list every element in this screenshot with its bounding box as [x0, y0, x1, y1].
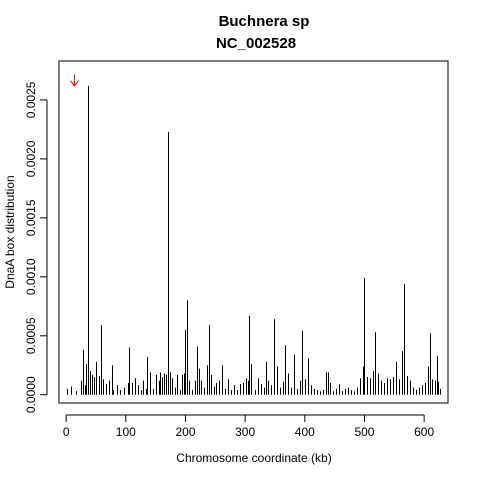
- x-tick-label: 300: [235, 425, 255, 439]
- y-tick-label: 0.0015: [24, 199, 38, 236]
- y-tick-label: 0.0020: [24, 140, 38, 177]
- y-tick-label: 0.0025: [24, 81, 38, 118]
- chart-title: Buchnera sp: [219, 13, 310, 30]
- y-tick-label: 0.0000: [24, 376, 38, 413]
- y-tick-label: 0.0010: [24, 258, 38, 295]
- x-tick-label: 0: [63, 425, 70, 439]
- x-tick-label: 200: [175, 425, 195, 439]
- x-axis: 0 100 200 300 400 500 600: [63, 414, 434, 439]
- y-tick-label: 0.0005: [24, 317, 38, 354]
- chart-subtitle: NC_002528: [216, 35, 296, 52]
- x-tick-label: 100: [116, 425, 136, 439]
- x-axis-label: Chromosome coordinate (kb): [176, 451, 331, 465]
- x-tick-label: 500: [354, 425, 374, 439]
- y-axis-label: DnaA box distribution: [3, 175, 17, 288]
- plot-frame: [58, 60, 449, 404]
- annotation-arrow: [70, 74, 79, 87]
- bars-group: [67, 85, 441, 395]
- y-axis: 0.0000 0.0005 0.0010 0.0015 0.0020 0.0025: [24, 81, 48, 413]
- arrow-head: [70, 80, 79, 87]
- x-tick-label: 400: [295, 425, 315, 439]
- x-tick-label: 600: [414, 425, 434, 439]
